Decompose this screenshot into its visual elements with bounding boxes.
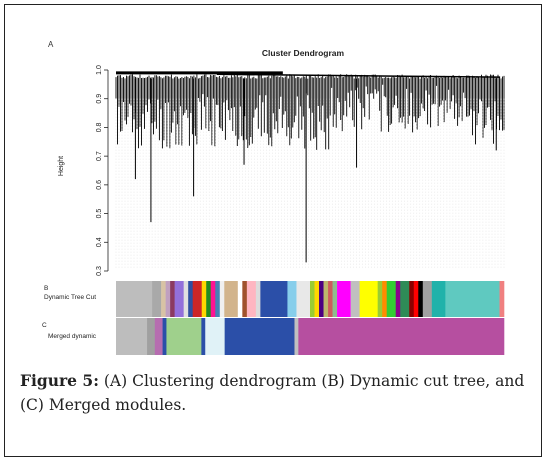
caption-label: Figure 5: [20,371,99,390]
color-bar-segment [183,281,189,317]
color-bar-segment [201,318,206,355]
color-bar-segment [161,281,166,317]
color-bar-segment [255,281,261,317]
color-bar-segment [314,281,320,317]
y-tick-label: 0.9 [96,94,103,104]
color-bar-segment [224,318,295,355]
caption-text: (A) Clustering dendrogram (B) Dynamic cu… [20,372,525,414]
figure-frame [4,4,542,457]
panel-c-label: C [42,322,47,329]
y-tick-label: 0.5 [96,209,103,219]
y-tick-label: 0.8 [96,122,103,132]
color-bar-segment [323,281,329,317]
color-bar-segment [242,281,248,317]
color-bar-segment [445,281,500,317]
color-bar-segment [298,318,505,355]
color-bar-segment [219,281,225,317]
chart-title: Cluster Dendrogram [262,48,345,58]
color-bar-segment [431,281,446,317]
color-bar-segment [246,281,257,317]
color-bar-segment [499,281,505,317]
color-bar-segment [154,318,163,355]
dendrogram-leaf-branches [115,74,505,150]
y-axis: 0.3 0.4 0.5 0.6 0.7 0.8 0.9 1.0 [96,65,109,276]
color-bar-segment [386,281,397,317]
panel-a-label: A [48,40,54,49]
y-tick-label: 0.4 [96,237,103,247]
panel-b-label: B [44,285,48,292]
color-bar-segment [319,281,324,317]
y-tick-label: 0.3 [96,266,103,276]
color-bar-segment [215,281,221,317]
color-bar-segment [337,281,351,317]
merged-dynamic-label: Merged dynamic [48,333,97,340]
y-tick-label: 1.0 [96,65,103,75]
color-bar-segment [152,281,162,317]
color-bar-segment [310,281,315,317]
color-bar-segment [400,281,410,317]
color-bar-segment [116,318,148,355]
color-bar-segment [260,281,288,317]
color-bar-segment [147,318,156,355]
color-bar-segment [166,318,202,355]
color-bar-segment [332,281,338,317]
color-bar-segment [192,281,203,317]
color-bar-segment [359,281,378,317]
color-bar-segment [210,281,216,317]
dynamic-tree-cut-bar [116,281,505,317]
color-bar-segment [287,281,297,317]
color-bar-segment [409,281,415,317]
color-bar-segment [206,281,212,317]
dendrogram-leaf-guides [115,98,505,269]
color-bar-segment [116,281,153,317]
color-bar-segment [237,281,243,317]
color-bar-segment [294,318,299,355]
color-bar-segment [382,281,387,317]
color-bar-segment [201,281,207,317]
color-bar-segment [418,281,424,317]
merged-dynamic-bar [116,318,505,355]
color-bar-segment [174,281,184,317]
color-bar-segment [377,281,383,317]
color-bar-segment [350,281,360,317]
color-bar-segment [422,281,433,317]
color-bar-segment [205,318,225,355]
color-bar-segment [328,281,333,317]
y-tick-label: 0.6 [96,180,103,190]
color-bar-segment [162,318,167,355]
y-tick-label: 0.7 [96,151,103,161]
color-bar-segment [296,281,311,317]
color-bar-segment [165,281,171,317]
figure-caption: Figure 5: (A) Clustering dendrogram (B) … [20,369,540,417]
dynamic-tree-cut-label: Dynamic Tree Cut [44,294,96,301]
color-bar-segment [170,281,175,317]
color-bar-segment [413,281,419,317]
dendrogram-branches [115,71,505,269]
y-axis-label: Height [58,156,65,176]
color-bar-segment [224,281,239,317]
color-bar-segment [395,281,401,317]
dendrogram-top-band-right [216,73,501,78]
color-bar-segment [188,281,193,317]
